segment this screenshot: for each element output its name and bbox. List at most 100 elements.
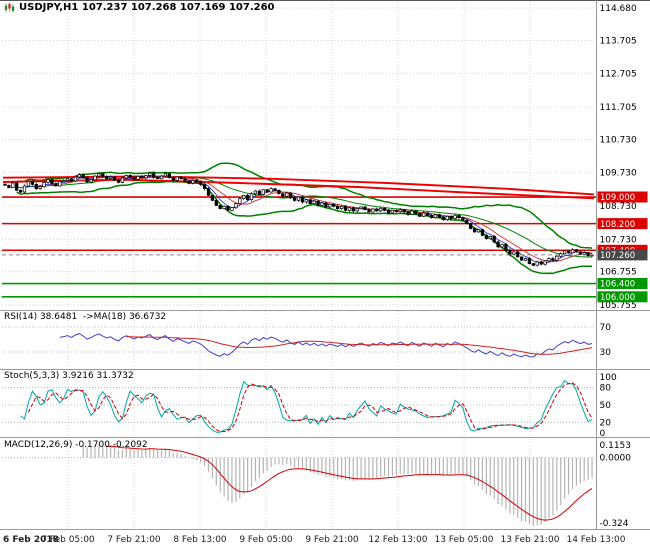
candle <box>559 253 563 257</box>
svg-text:109.000: 109.000 <box>600 193 635 203</box>
svg-text:30: 30 <box>600 348 612 358</box>
candle <box>187 180 191 184</box>
svg-text:108.200: 108.200 <box>600 220 635 230</box>
price-level-badge <box>597 278 648 289</box>
candle <box>539 261 543 265</box>
candle <box>371 208 375 213</box>
candle <box>398 209 402 213</box>
svg-text:-0.324: -0.324 <box>600 519 629 529</box>
candle <box>343 205 348 211</box>
candle <box>535 261 539 266</box>
svg-text:70: 70 <box>600 323 612 333</box>
candle <box>566 250 571 254</box>
candle <box>410 210 414 215</box>
candle <box>292 197 297 201</box>
candle <box>523 258 528 261</box>
svg-text:8 Feb 13:00: 8 Feb 13:00 <box>173 535 227 545</box>
candle <box>73 176 78 182</box>
svg-text:107.730: 107.730 <box>600 235 637 245</box>
candle <box>332 203 336 207</box>
candle <box>269 188 273 193</box>
svg-text:105.755: 105.755 <box>600 301 637 311</box>
svg-text:109.730: 109.730 <box>600 169 637 179</box>
svg-text:106.000: 106.000 <box>600 293 635 303</box>
candle <box>335 205 340 209</box>
candle <box>58 181 62 187</box>
candle <box>308 199 312 205</box>
rsi-panel-label: RSI(14) 38.6481 ->MA(18) 36.6732 <box>4 312 167 322</box>
candle <box>316 200 320 206</box>
candle <box>484 234 489 239</box>
candle <box>46 179 50 183</box>
candle <box>582 252 586 255</box>
svg-text:108.730: 108.730 <box>600 202 637 212</box>
candle <box>155 176 160 180</box>
panel-dividers <box>0 0 650 530</box>
candle <box>257 190 262 195</box>
candle <box>441 216 445 221</box>
candle <box>249 193 254 201</box>
candle <box>394 209 398 212</box>
candle <box>328 203 332 208</box>
macd-panel-label: MACD(12,26,9) -0.1700 -0.2092 <box>4 440 148 450</box>
candle <box>277 190 281 195</box>
candle <box>81 174 85 179</box>
candle <box>179 176 183 180</box>
price-axis: 114.680 113.705 112.705 111.705 110.730 109.7… <box>597 0 650 550</box>
svg-text:20: 20 <box>600 418 612 428</box>
candle <box>85 177 89 183</box>
candle <box>265 189 269 193</box>
candle <box>382 207 387 211</box>
candle <box>496 241 500 248</box>
candle <box>429 214 434 218</box>
candle <box>120 177 125 183</box>
candle <box>93 175 97 181</box>
candle <box>140 176 144 179</box>
candle <box>418 213 422 217</box>
candle <box>54 183 58 187</box>
candle <box>504 243 508 251</box>
candle <box>199 181 203 185</box>
svg-text:7 Feb 05:00: 7 Feb 05:00 <box>41 535 95 545</box>
svg-text:0.1153: 0.1153 <box>600 441 632 451</box>
candle <box>359 206 363 210</box>
candle <box>406 211 410 215</box>
candle <box>355 208 359 212</box>
candle <box>449 215 453 219</box>
candle <box>42 182 46 188</box>
candle <box>62 180 66 183</box>
candle <box>320 202 324 206</box>
candle <box>210 195 215 201</box>
candle <box>574 249 579 253</box>
candle <box>500 243 504 248</box>
candle <box>426 212 430 216</box>
candle <box>195 180 199 183</box>
candle <box>469 223 473 229</box>
candle <box>379 207 383 212</box>
candle <box>453 214 457 219</box>
candle <box>304 199 308 203</box>
candle <box>234 203 238 209</box>
candle <box>101 173 105 177</box>
candle <box>472 228 477 233</box>
candle <box>551 258 555 261</box>
candle <box>206 188 211 196</box>
candle <box>144 175 148 179</box>
candle <box>351 207 355 212</box>
svg-text:9 Feb 21:00: 9 Feb 21:00 <box>305 535 359 545</box>
candle <box>238 198 242 205</box>
svg-text:13 Feb 21:00: 13 Feb 21:00 <box>500 535 559 545</box>
candle <box>124 175 128 179</box>
candle <box>363 206 367 211</box>
candle <box>191 180 195 184</box>
candle <box>148 172 152 176</box>
candle <box>586 252 590 256</box>
svg-text:0.0000: 0.0000 <box>600 454 632 464</box>
svg-text:106.400: 106.400 <box>600 280 635 290</box>
candle <box>226 205 230 211</box>
candle <box>324 202 328 208</box>
candle <box>367 209 371 213</box>
candle <box>97 173 101 177</box>
